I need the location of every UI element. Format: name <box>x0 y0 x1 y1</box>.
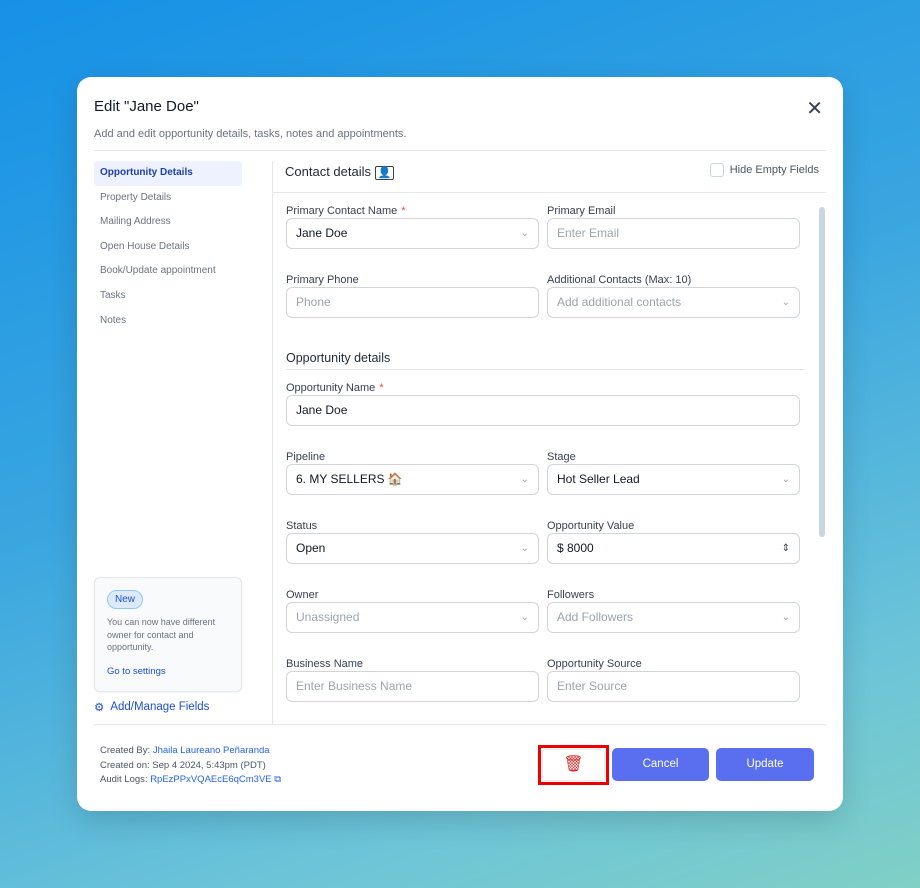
close-icon[interactable]: ✕ <box>806 98 823 120</box>
additional-contacts-field: Additional Contacts (Max: 10) Add additio… <box>547 274 800 318</box>
status-field: Status Open ⌄ <box>286 520 539 564</box>
new-feature-card: New You can now have different owner for… <box>94 577 242 692</box>
primary-contact-field: Primary Contact Name * Jane Doe ⌄ <box>286 205 539 249</box>
modal-subtitle: Add and edit opportunity details, tasks,… <box>94 128 407 140</box>
chevron-down-icon: ⌄ <box>520 228 529 239</box>
sidebar-item-book-appointment[interactable]: Book/Update appointment <box>100 265 216 277</box>
pipeline-field: Pipeline 6. MY SELLERS 🏠 ⌄ <box>286 451 539 495</box>
created-by-link[interactable]: Jhaila Laureano Peñaranda <box>152 745 270 756</box>
copy-icon[interactable]: ⧉ <box>274 774 282 785</box>
opportunity-value-field: Opportunity Value $ 8000 ⇕ <box>547 520 800 564</box>
hide-empty-checkbox[interactable] <box>709 163 724 177</box>
opportunity-source-input[interactable]: Enter Source <box>547 671 800 702</box>
stepper-icon: ⇕ <box>781 543 790 554</box>
sidebar-item-notes[interactable]: Notes <box>100 314 127 326</box>
sidebar-item-tasks[interactable]: Tasks <box>100 289 126 301</box>
go-to-settings-link[interactable]: Go to settings <box>107 665 166 677</box>
chevron-down-icon: ⌄ <box>781 612 790 623</box>
primary-contact-select[interactable]: Jane Doe ⌄ <box>286 218 539 249</box>
business-name-input[interactable]: Enter Business Name <box>286 671 539 702</box>
contact-card-icon: 👤 <box>374 166 395 180</box>
sidebar-item-mailing-address[interactable]: Mailing Address <box>100 216 171 228</box>
modal-title: Edit "Jane Doe" <box>94 98 199 115</box>
owner-field: Owner Unassigned ⌄ <box>286 589 539 633</box>
business-name-field: Business Name Enter Business Name <box>286 658 539 702</box>
sidebar-nav: Opportunity Details Property Details Mai… <box>94 161 242 333</box>
sidebar-item-open-house-details[interactable]: Open House Details <box>100 240 190 252</box>
add-manage-fields-label: Add/Manage Fields <box>110 701 210 713</box>
divider <box>286 369 805 370</box>
primary-email-field: Primary Email Enter Email <box>547 205 800 249</box>
primary-phone-input[interactable]: Phone <box>286 287 539 318</box>
primary-email-input[interactable]: Enter Email <box>547 218 800 249</box>
chevron-down-icon: ⌄ <box>781 297 790 308</box>
primary-phone-field: Primary Phone Phone <box>286 274 539 318</box>
followers-select[interactable]: Add Followers ⌄ <box>547 602 800 633</box>
opportunity-source-field: Opportunity Source Enter Source <box>547 658 800 702</box>
pipeline-select[interactable]: 6. MY SELLERS 🏠 ⌄ <box>286 464 539 495</box>
stage-field: Stage Hot Seller Lead ⌄ <box>547 451 800 495</box>
form-panel: Contact details 👤 Hide Empty Fields Prim… <box>272 161 826 724</box>
opportunity-details-heading: Opportunity details <box>286 351 391 365</box>
sidebar-item-opportunity-details[interactable]: Opportunity Details <box>94 161 242 186</box>
opportunity-value-input[interactable]: $ 8000 ⇕ <box>547 533 800 564</box>
sidebar-item-property-details[interactable]: Property Details <box>100 191 172 203</box>
hide-empty-fields-toggle[interactable]: Hide Empty Fields <box>709 163 819 177</box>
update-button[interactable]: Update <box>716 748 814 781</box>
hide-empty-label: Hide Empty Fields <box>729 164 819 176</box>
owner-select[interactable]: Unassigned ⌄ <box>286 602 539 633</box>
trash-icon: 🗑 <box>563 756 584 773</box>
new-badge: New <box>107 590 144 609</box>
audit-log-link[interactable]: RpEzPPxVQAEcE6qCm3VE <box>150 774 272 785</box>
audit-meta: Created By: Jhaila Laureano Peñaranda Cr… <box>100 745 282 785</box>
chevron-down-icon: ⌄ <box>520 474 529 485</box>
additional-contacts-select[interactable]: Add additional contacts ⌄ <box>547 287 800 318</box>
gear-icon: ⚙ <box>94 702 105 714</box>
scrollbar[interactable] <box>819 207 825 537</box>
opportunity-name-field: Opportunity Name * Jane Doe <box>286 382 800 426</box>
divider <box>94 150 826 151</box>
panel-header: Contact details 👤 Hide Empty Fields <box>273 161 826 193</box>
status-select[interactable]: Open ⌄ <box>286 533 539 564</box>
created-on: Created on: Sep 4 2024, 5:43pm (PDT) <box>100 759 266 771</box>
footer-divider <box>94 724 826 725</box>
chevron-down-icon: ⌄ <box>520 543 529 554</box>
chevron-down-icon: ⌄ <box>520 612 529 623</box>
followers-field: Followers Add Followers ⌄ <box>547 589 800 633</box>
promo-text: You can now have different owner for con… <box>107 617 216 652</box>
cancel-button[interactable]: Cancel <box>612 748 709 781</box>
add-manage-fields-button[interactable]: ⚙ Add/Manage Fields <box>94 700 209 714</box>
opportunity-name-input[interactable]: Jane Doe <box>286 395 800 426</box>
edit-opportunity-modal: Edit "Jane Doe" ✕ Add and edit opportuni… <box>77 77 843 811</box>
delete-button[interactable]: 🗑 <box>538 745 609 785</box>
chevron-down-icon: ⌄ <box>781 474 790 485</box>
contact-details-heading: Contact details 👤 <box>285 164 395 180</box>
stage-select[interactable]: Hot Seller Lead ⌄ <box>547 464 800 495</box>
